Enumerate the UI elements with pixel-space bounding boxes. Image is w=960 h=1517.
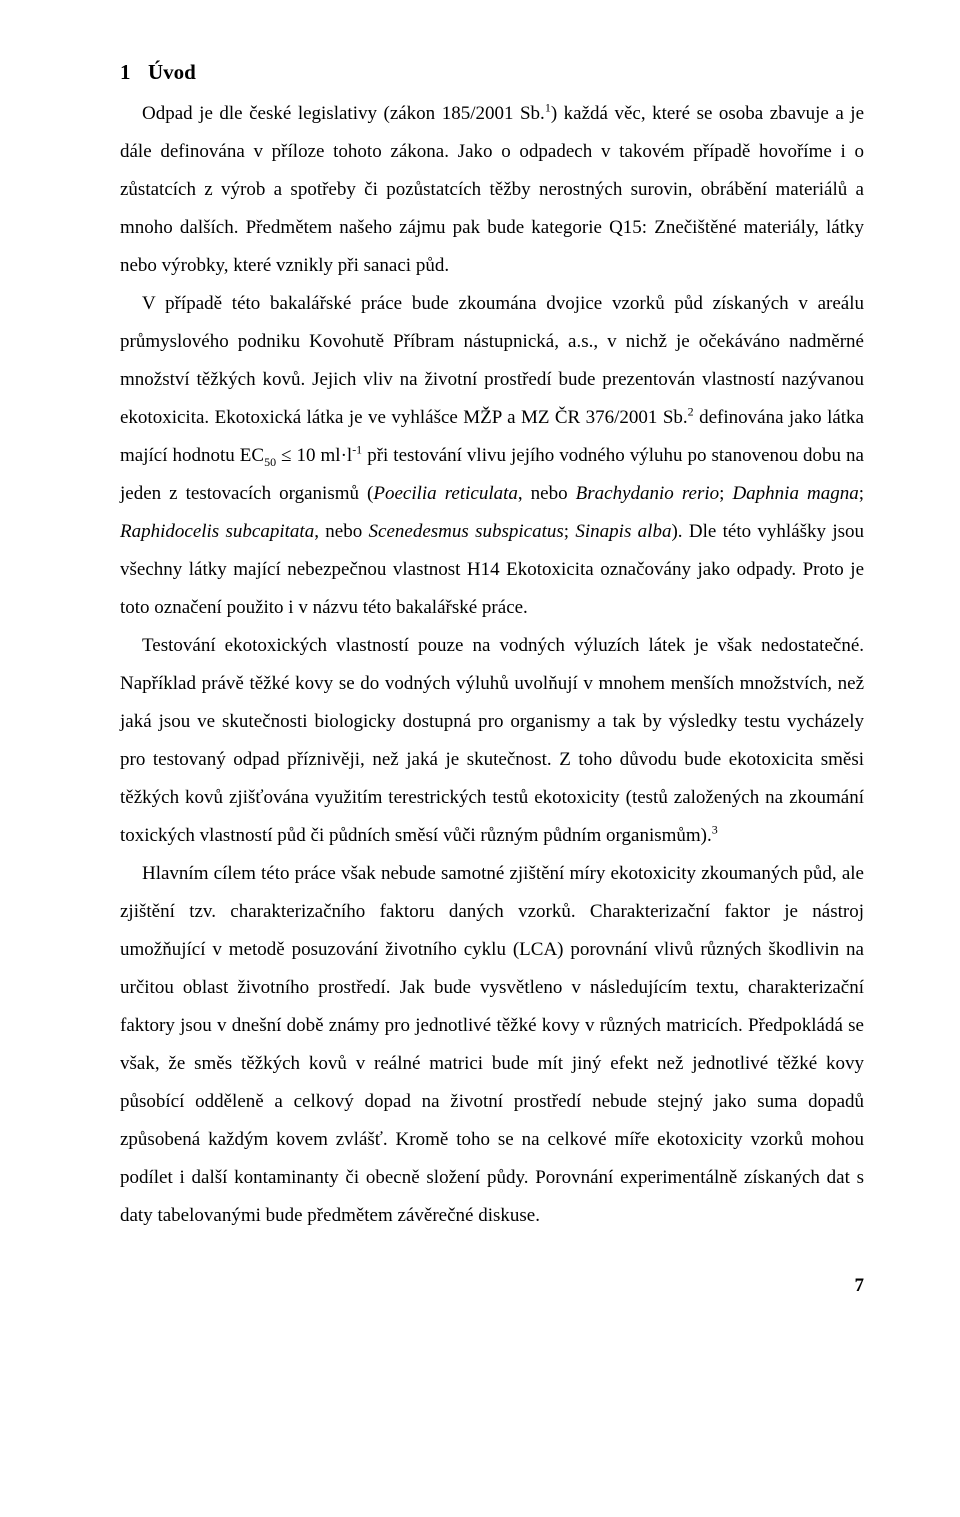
text-run: ; [859,483,864,504]
species-scenedesmus: Scenedesmus subspicatus [369,521,564,542]
section-heading: 1Úvod [120,60,864,85]
page-number: 7 [120,1275,864,1297]
text-run: Testování ekotoxických vlastností pouze … [120,635,864,846]
document-page: 1Úvod Odpad je dle české legislativy (zá… [0,0,960,1517]
species-brachydanio: Brachydanio rerio [576,483,719,504]
text-run: ; [719,483,732,504]
paragraph-4: Hlavním cílem této práce však nebude sam… [120,855,864,1235]
superscript-minus1: -1 [352,443,362,457]
text-run: , nebo [518,483,576,504]
text-run: Odpad je dle české legislativy (zákon 18… [142,103,545,124]
paragraph-1: Odpad je dle české legislativy (zákon 18… [120,95,864,285]
species-poecilia: Poecilia reticulata [373,483,518,504]
species-daphnia: Daphnia magna [732,483,858,504]
heading-title: Úvod [148,60,196,84]
paragraph-3: Testování ekotoxických vlastností pouze … [120,627,864,855]
text-run: ≤ 10 ml·l [276,445,352,466]
species-sinapis: Sinapis alba [575,521,671,542]
subscript-50: 50 [264,455,276,469]
text-run: ) každá věc, které se osoba zbavuje a je… [120,103,864,276]
footnote-ref-3: 3 [712,823,718,837]
text-run: ; [564,521,576,542]
text-run: Hlavním cílem této práce však nebude sam… [120,863,864,1226]
heading-number: 1 [120,60,148,85]
species-raphidocelis: Raphidocelis subcapitata [120,521,314,542]
text-run: , nebo [314,521,368,542]
paragraph-2: V případě této bakalářské práce bude zko… [120,285,864,627]
body-text: Odpad je dle české legislativy (zákon 18… [120,95,864,1235]
